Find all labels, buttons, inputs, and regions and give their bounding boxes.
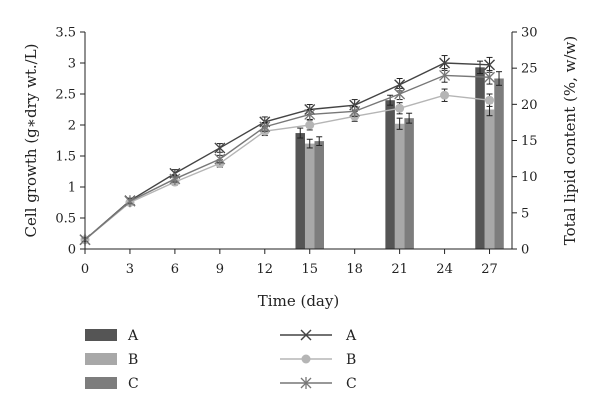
left-tick-label: 2.5 bbox=[55, 88, 76, 103]
line-point-b bbox=[440, 90, 450, 100]
x-tick-label: 3 bbox=[126, 262, 134, 277]
legend-lines: A B C bbox=[280, 328, 357, 392]
legend-bars: A B C bbox=[85, 328, 139, 392]
ticks-layer: 0 0.5 1 1.5 2 2.5 3 3.5 0 5 10 15 20 25 30 0 3 6 9 12 15 18 21… bbox=[55, 26, 537, 278]
legend: A B C A B C bbox=[85, 328, 357, 392]
x-tick-label: 24 bbox=[436, 262, 453, 277]
right-y-axis-label: Total lipid content (%, w/w) bbox=[561, 36, 579, 245]
x-tick-label: 12 bbox=[257, 262, 274, 277]
marker-stroke bbox=[439, 57, 451, 69]
marker-stroke bbox=[214, 142, 226, 154]
left-tick-label: 3.5 bbox=[55, 26, 76, 41]
line-point-c bbox=[484, 71, 495, 84]
line-point-c bbox=[169, 172, 181, 185]
line-point-a bbox=[484, 59, 496, 71]
legend-bar-swatch-a bbox=[85, 329, 117, 341]
left-tick-label: 0.5 bbox=[55, 212, 76, 227]
line-series-b bbox=[84, 94, 490, 241]
line-point-c bbox=[439, 69, 451, 82]
legend-bar-swatch-c bbox=[85, 377, 117, 389]
right-tick-label: 30 bbox=[521, 26, 538, 41]
bar-b bbox=[484, 109, 495, 249]
bar-a bbox=[295, 133, 305, 249]
line-point-b bbox=[305, 120, 315, 130]
right-tick-label: 15 bbox=[521, 134, 538, 149]
bar-a bbox=[475, 67, 485, 249]
x-axis-label: Time (day) bbox=[258, 292, 339, 310]
legend-line-label-b: B bbox=[346, 352, 356, 368]
legend-line-label-a: A bbox=[345, 328, 357, 344]
line-point-a bbox=[394, 79, 406, 91]
left-tick-label: 1 bbox=[68, 181, 76, 196]
legend-line-marker bbox=[301, 354, 311, 364]
x-tick-label: 0 bbox=[81, 262, 89, 277]
legend-bar-label-b: B bbox=[128, 352, 138, 368]
line-point-b bbox=[485, 95, 495, 105]
x-tick-label: 27 bbox=[481, 262, 498, 277]
legend-line-swatch-b bbox=[280, 354, 332, 364]
bar-b bbox=[394, 123, 405, 249]
left-y-axis-label: Cell growth (g∗dry wt./L) bbox=[22, 44, 40, 238]
left-tick-label: 0 bbox=[68, 243, 76, 258]
legend-line-label-c: C bbox=[346, 376, 357, 392]
legend-bar-label-c: C bbox=[128, 376, 139, 392]
x-tick-label: 15 bbox=[301, 262, 318, 277]
marker-stroke bbox=[300, 329, 312, 341]
x-tick-label: 9 bbox=[216, 262, 224, 277]
right-tick-label: 0 bbox=[521, 243, 529, 258]
marker-stroke bbox=[484, 59, 496, 71]
x-tick-label: 6 bbox=[171, 262, 179, 277]
right-tick-label: 20 bbox=[521, 98, 538, 113]
legend-line-swatch-c bbox=[280, 377, 332, 389]
line-point-a bbox=[439, 57, 451, 69]
bar-c bbox=[314, 141, 324, 249]
line-series-c bbox=[84, 74, 490, 241]
bars-layer bbox=[295, 60, 504, 250]
x-tick-label: 18 bbox=[346, 262, 363, 277]
line-point-a bbox=[214, 142, 226, 154]
line-point-c bbox=[214, 153, 226, 166]
line-point-c bbox=[124, 195, 136, 208]
legend-line-swatch-a bbox=[280, 329, 332, 341]
legend-bar-label-a: A bbox=[127, 328, 139, 344]
line-point-b bbox=[395, 103, 405, 113]
legend-line-marker bbox=[300, 329, 312, 341]
line-series-a bbox=[84, 62, 490, 241]
left-tick-label: 3 bbox=[68, 57, 76, 72]
bar-a bbox=[385, 100, 395, 249]
right-tick-label: 10 bbox=[521, 170, 538, 185]
lines-layer bbox=[79, 55, 496, 246]
right-tick-label: 25 bbox=[521, 62, 538, 77]
right-tick-label: 5 bbox=[521, 206, 529, 221]
marker-stroke bbox=[394, 79, 406, 91]
line-point-c bbox=[259, 120, 271, 133]
line-point-c bbox=[304, 108, 316, 121]
left-tick-label: 1.5 bbox=[55, 150, 76, 165]
bar-b bbox=[304, 143, 315, 249]
bar-c bbox=[494, 78, 504, 249]
legend-bar-swatch-b bbox=[85, 353, 117, 365]
line-point-c bbox=[394, 88, 406, 100]
line-point-c bbox=[349, 105, 361, 118]
bar-c bbox=[404, 118, 414, 250]
left-tick-label: 2 bbox=[68, 119, 76, 134]
legend-line-marker bbox=[300, 377, 312, 389]
x-tick-label: 21 bbox=[391, 262, 408, 277]
